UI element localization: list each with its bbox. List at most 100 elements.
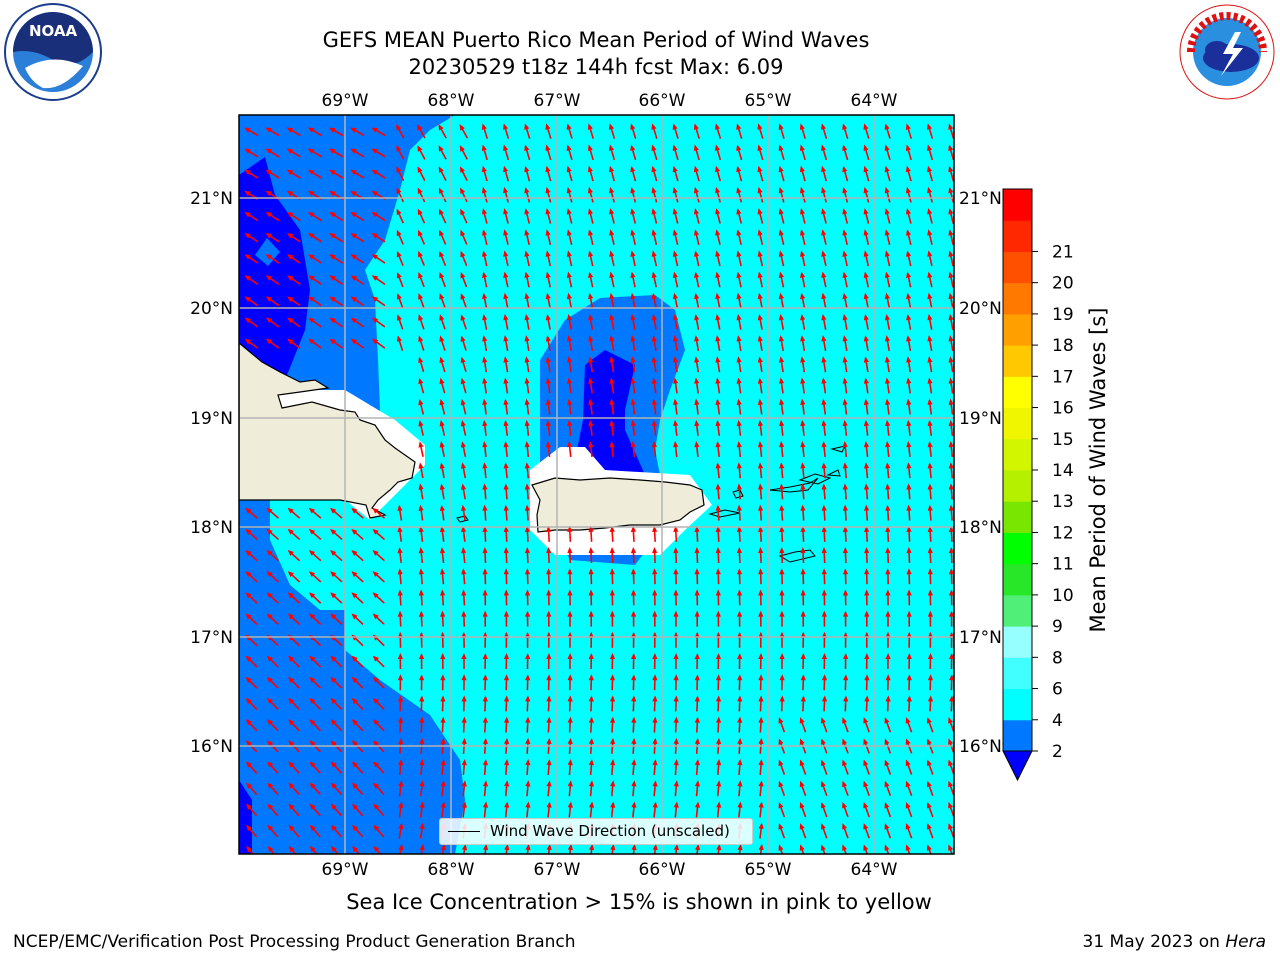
wind-wave-arrow — [800, 250, 806, 267]
wind-wave-arrow — [863, 335, 869, 352]
land-puertorico — [531, 477, 705, 533]
wind-wave-arrow — [885, 441, 891, 458]
wind-wave-arrow — [438, 124, 447, 139]
wind-wave-arrow — [609, 165, 616, 182]
wind-wave-arrow — [885, 547, 891, 564]
wind-wave-arrow — [842, 186, 849, 203]
wind-wave-arrow — [524, 419, 530, 436]
wind-wave-arrow — [927, 674, 934, 691]
wind-wave-arrow — [779, 398, 785, 415]
wind-wave-arrow — [244, 296, 259, 307]
wind-wave-arrow — [926, 844, 932, 854]
wind-wave-arrow — [288, 719, 300, 732]
wind-wave-arrow — [440, 589, 446, 606]
lon-tick-bottom: 69°W — [322, 860, 369, 880]
wind-wave-arrow — [715, 123, 722, 139]
wind-wave-arrow — [630, 229, 636, 245]
wind-wave-arrow — [715, 419, 721, 436]
wind-wave-arrow — [630, 208, 637, 224]
wind-wave-arrow — [800, 653, 806, 670]
wind-wave-arrow — [737, 843, 743, 854]
footer-date-text: 31 May 2023 on — [1082, 932, 1226, 952]
wind-wave-arrow — [461, 716, 467, 733]
wind-wave-arrow — [800, 547, 806, 564]
wind-wave-arrow — [737, 653, 743, 670]
wind-wave-arrow — [351, 613, 364, 626]
wind-wave-arrow — [736, 335, 742, 352]
wind-wave-arrow — [587, 123, 595, 139]
wind-wave-arrow — [842, 462, 848, 479]
wind-wave-arrow — [244, 148, 259, 158]
wind-wave-arrow — [884, 801, 892, 818]
wind-wave-arrow — [610, 780, 616, 797]
wind-wave-arrow — [821, 165, 828, 182]
wind-wave-arrow — [800, 292, 806, 309]
wind-wave-arrow — [736, 250, 742, 267]
wind-wave-arrow — [843, 695, 849, 712]
wind-wave-arrow — [906, 504, 912, 521]
wind-wave-arrow — [905, 759, 913, 775]
colorbar-segment — [1003, 376, 1032, 409]
wind-wave-arrow — [948, 208, 954, 224]
colorbar-segment — [1003, 626, 1032, 658]
wind-wave-arrow — [631, 737, 637, 754]
wind-wave-arrow — [288, 845, 297, 854]
wind-wave-arrow — [286, 169, 301, 179]
wind-wave-arrow — [694, 547, 700, 564]
wind-wave-arrow — [673, 843, 679, 854]
wind-wave-arrow — [503, 504, 509, 521]
wind-wave-arrow — [461, 801, 467, 818]
wind-wave-arrow — [482, 483, 488, 500]
wind-wave-arrow — [736, 398, 742, 415]
wind-wave-arrow — [906, 313, 912, 330]
wind-wave-arrow — [651, 441, 658, 458]
wind-wave-arrow — [693, 165, 700, 182]
wind-wave-arrow — [884, 250, 891, 267]
wind-wave-arrow — [715, 483, 721, 500]
wind-wave-arrow — [244, 211, 259, 222]
wind-wave-arrow — [439, 568, 446, 585]
wind-wave-arrow — [503, 356, 509, 373]
wind-wave-arrow — [461, 695, 467, 712]
wind-wave-arrow — [737, 759, 743, 776]
wind-wave-arrow — [546, 547, 552, 564]
wind-wave-arrow — [288, 803, 300, 817]
wind-wave-arrow — [265, 169, 280, 179]
wind-wave-arrow — [652, 653, 658, 670]
wind-wave-arrow — [630, 250, 636, 267]
wind-wave-arrow — [799, 144, 806, 161]
wind-wave-arrow — [778, 780, 786, 797]
legend: Wind Wave Direction (unscaled) — [439, 818, 753, 845]
wind-wave-arrow — [588, 419, 594, 436]
wind-wave-arrow — [694, 759, 701, 776]
wind-wave-arrow — [482, 547, 488, 564]
wind-wave-arrow — [440, 737, 446, 754]
wind-wave-arrow — [863, 419, 870, 436]
land-island-stthomas — [769, 477, 819, 493]
wind-wave-arrow — [418, 547, 424, 564]
wind-wave-arrow — [545, 250, 552, 267]
wind-wave-arrow — [567, 843, 573, 854]
colorbar-segment — [1003, 501, 1032, 533]
wind-wave-arrow — [418, 272, 425, 288]
wind-wave-arrow — [588, 313, 594, 330]
wind-wave-arrow — [371, 148, 386, 158]
wind-wave-arrow — [567, 610, 573, 627]
wind-wave-arrow — [265, 254, 280, 264]
wind-wave-arrow — [524, 123, 531, 139]
wind-wave-arrow — [864, 653, 870, 670]
wind-wave-arrow — [460, 398, 467, 415]
wind-wave-arrow — [715, 165, 722, 182]
wind-wave-arrow — [905, 823, 913, 839]
wind-wave-arrow — [948, 759, 954, 775]
wind-wave-arrow — [884, 271, 891, 288]
wind-wave-arrow — [906, 356, 912, 373]
wind-wave-arrow — [330, 676, 343, 689]
wind-wave-arrow — [482, 335, 488, 352]
wind-wave-arrow — [286, 233, 301, 243]
wind-wave-arrow — [609, 589, 615, 606]
wind-wave-arrow — [372, 592, 385, 604]
wind-wave-arrow — [800, 674, 806, 691]
colorbar-segment — [1003, 532, 1032, 565]
lat-tick-left: 21°N — [190, 189, 233, 209]
